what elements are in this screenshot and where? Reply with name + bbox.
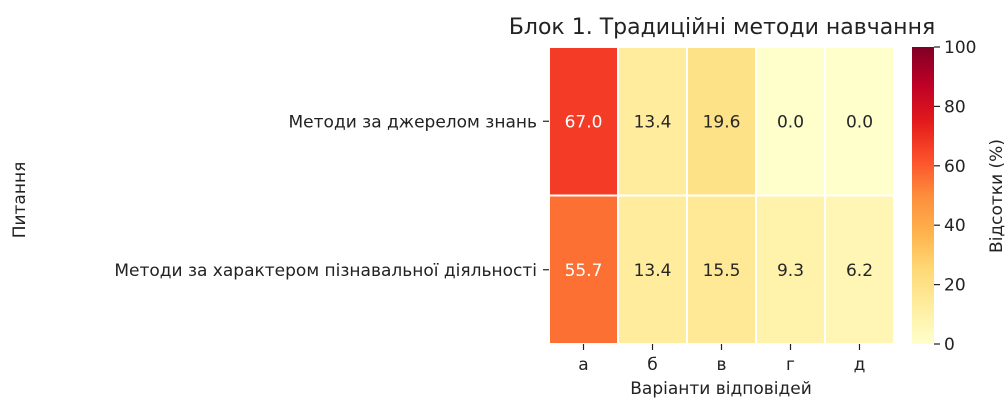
colorbar-ticks: 0 20 40 60 80 100 bbox=[934, 38, 976, 355]
cell-value-label: 13.4 bbox=[634, 261, 672, 281]
y-tick-label: Методи за джерелом знань bbox=[289, 112, 537, 132]
chart-title: Блок 1. Традиційні методи навчання bbox=[509, 15, 935, 40]
cell-value-label: 6.2 bbox=[846, 261, 873, 281]
colorbar bbox=[912, 47, 934, 344]
x-tick-label: б bbox=[647, 355, 657, 375]
x-tick-label: г bbox=[786, 355, 795, 375]
colorbar-tick-label: 80 bbox=[944, 97, 966, 117]
cell-value-label: 0.0 bbox=[777, 112, 804, 132]
heatmap-cell bbox=[824, 194, 895, 345]
heatmap-cell bbox=[617, 46, 688, 197]
colorbar-tick-label: 20 bbox=[944, 276, 966, 296]
y-axis-ticks: Методи за джерелом знань Методи за характ… bbox=[114, 112, 549, 281]
x-tick-label: в bbox=[716, 355, 726, 375]
cell-value-label: 67.0 bbox=[565, 112, 603, 132]
x-tick-label: д bbox=[854, 355, 866, 375]
y-tick-label: Методи за характером пізнавальної діяльн… bbox=[114, 261, 537, 281]
cell-value-label: 9.3 bbox=[777, 261, 804, 281]
cell-value-label: 19.6 bbox=[703, 112, 741, 132]
cell-value-label: 13.4 bbox=[634, 112, 672, 132]
colorbar-tick-label: 0 bbox=[944, 335, 955, 355]
heatmap-cell bbox=[686, 46, 757, 197]
x-tick-label: а bbox=[578, 355, 588, 375]
heatmap-cell bbox=[548, 46, 619, 197]
x-axis-ticks: а б в г д bbox=[578, 344, 865, 375]
heatmap-cells: 67.0 13.4 19.6 0.0 0.0 55.7 13.4 15.5 9.3 6.2 bbox=[548, 46, 895, 345]
cell-value-label: 15.5 bbox=[703, 261, 741, 281]
heatmap-cell bbox=[686, 194, 757, 345]
cell-value-label: 55.7 bbox=[565, 261, 603, 281]
colorbar-tick-label: 60 bbox=[944, 157, 966, 177]
colorbar-tick-label: 40 bbox=[944, 216, 966, 236]
x-axis-title: Варіанти відповідей bbox=[630, 379, 812, 399]
colorbar-tick-label: 100 bbox=[944, 38, 976, 58]
colorbar-label: Відсотки (%) bbox=[987, 139, 1005, 253]
cell-value-label: 0.0 bbox=[846, 112, 873, 132]
y-axis-title: Питання bbox=[10, 162, 30, 239]
